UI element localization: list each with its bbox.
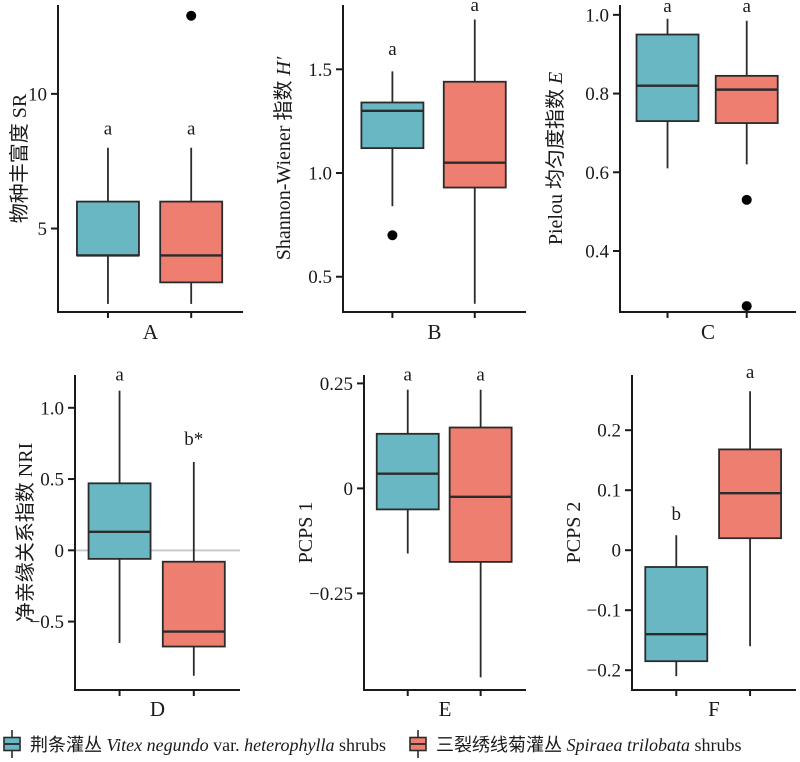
box-vitex (76, 200, 140, 257)
legend-vitex-var: var. (208, 734, 245, 755)
panel-grid: a a 5 10 物种丰富度 SR A a a 0.5 1.0 1.5 Shannon-Wiener… (8, 0, 796, 721)
box-vitex (375, 432, 440, 511)
significance-letter: a (476, 364, 485, 385)
significance-letter: a (743, 0, 752, 17)
panel-letter: F (708, 697, 720, 721)
panel-b-shannon-wiener: a a 0.5 1.0 1.5 Shannon-Wiener 指数 H′ B (272, 0, 526, 344)
y-tick-label: −0.2 (587, 661, 621, 682)
outlier-point (387, 230, 398, 241)
box-vitex (635, 33, 700, 123)
y-tick-label: 0.4 (585, 241, 609, 262)
legend-vitex-cjk: 荆条灌丛 (30, 734, 107, 755)
y-axis-label: PCPS 1 (295, 502, 317, 564)
significance-letter: b (672, 504, 682, 525)
outlier-point (186, 10, 197, 21)
y-tick-label: 0.6 (585, 163, 609, 184)
box-vitex (87, 482, 152, 560)
y-tick-label: 1.0 (40, 398, 64, 419)
significance-letter: a (404, 364, 413, 385)
y-tick-label: 0 (344, 479, 354, 500)
significance-letter: a (471, 0, 480, 16)
legend-spiraea-latin-1: Spiraea trilobata (566, 734, 690, 755)
panel-e-pcps1: a a −0.25 0 0.25 PCPS 1 E (295, 364, 526, 721)
y-tick-label: −0.1 (587, 601, 621, 622)
y-axis-label: Shannon-Wiener 指数 H′ (272, 56, 295, 260)
y-tick-label: 0.25 (320, 374, 353, 395)
y-tick-label: 0 (612, 541, 622, 562)
box-spiraea (714, 74, 779, 124)
significance-letter: a (115, 365, 124, 386)
legend-vitex-latin-1: Vitex negundo (106, 734, 209, 755)
significance-letter: a (104, 118, 113, 139)
legend-label-vitex: 荆条灌丛 Vitex negundo var. heterophylla shr… (30, 731, 386, 757)
panel-letter: E (439, 697, 452, 721)
legend-item-vitex: 荆条灌丛 Vitex negundo var. heterophylla shr… (2, 729, 386, 759)
significance-letter: a (388, 39, 397, 60)
y-tick-label: 0.8 (585, 84, 609, 105)
panel-letter: D (150, 697, 165, 721)
y-tick-label: 1.5 (308, 60, 332, 81)
box-spiraea (448, 426, 513, 563)
panel-d-nri: a b* −0.5 0 0.5 1.0 净亲缘关系指数 NRI D (14, 365, 240, 721)
legend-spiraea-suffix: shrubs (689, 734, 742, 755)
panel-c-pielou-evenness: a a 0.4 0.6 0.8 1.0 Pielou 均匀度指数 E C (544, 0, 796, 344)
significance-letter: a (187, 118, 196, 139)
y-axis-label: 净亲缘关系指数 NRI (14, 443, 37, 622)
y-tick-label: 0 (55, 541, 65, 562)
y-tick-label: 10 (28, 84, 47, 105)
panel-f-pcps2: b a −0.2 −0.1 0 0.1 0.2 PCPS 2 F (563, 362, 796, 721)
legend-item-spiraea: 三裂绣线菊灌丛 Spiraea trilobata shrubs (408, 729, 742, 759)
y-tick-label: −0.25 (309, 584, 353, 605)
box-spiraea (442, 80, 507, 189)
spiraea-boxplot-swatch-icon (409, 729, 427, 758)
y-tick-label: −0.5 (30, 612, 64, 633)
legend-vitex-suffix: shrubs (334, 734, 386, 755)
y-tick-label: 0.2 (597, 421, 621, 442)
box-spiraea (159, 200, 224, 284)
significance-letter: a (746, 362, 755, 383)
outlier-point (741, 194, 752, 205)
y-axis-label: PCPS 2 (563, 502, 585, 564)
y-tick-label: 1.0 (308, 164, 332, 185)
y-tick-label: 5 (38, 219, 48, 240)
box-vitex (644, 566, 709, 663)
y-axis-label: Pielou 均匀度指数 E (544, 72, 567, 245)
panel-letter: C (701, 320, 715, 344)
legend-label-spiraea: 三裂绣线菊灌丛 Spiraea trilobata shrubs (436, 731, 742, 757)
y-tick-label: 0.5 (308, 267, 332, 288)
legend-vitex-latin-2: heterophylla (244, 734, 335, 755)
significance-letter: b* (184, 429, 203, 450)
box-spiraea (161, 560, 226, 648)
legend-spiraea-cjk: 三裂绣线菊灌丛 (435, 734, 567, 755)
panel-letter: A (143, 320, 159, 344)
y-tick-label: 1.0 (585, 5, 609, 26)
y-axis-label: 物种丰富度 SR (8, 93, 31, 223)
panel-letter: B (427, 320, 441, 344)
outlier-point (741, 301, 752, 312)
vitex-boxplot-swatch-icon (3, 729, 21, 758)
y-tick-label: 0.1 (597, 481, 621, 502)
y-tick-label: 0.5 (40, 470, 64, 491)
significance-letter: a (663, 0, 672, 17)
figure-legend: 荆条灌丛 Vitex negundo var. heterophylla shr… (0, 725, 800, 762)
box-vitex (360, 101, 425, 150)
